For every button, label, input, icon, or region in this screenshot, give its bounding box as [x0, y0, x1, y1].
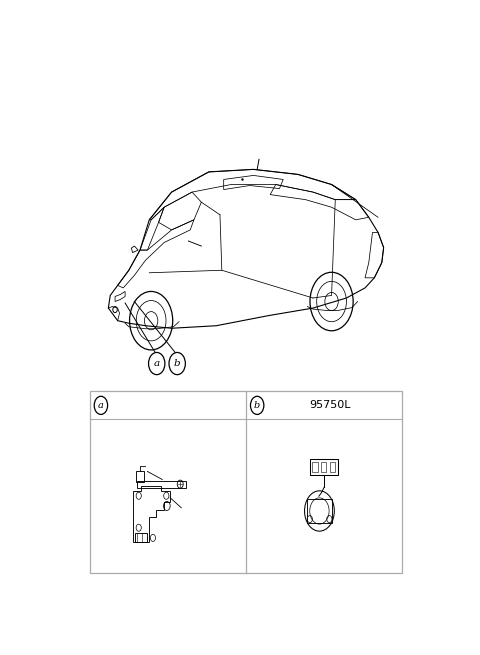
Circle shape — [94, 396, 108, 415]
Text: a: a — [98, 401, 104, 410]
Text: 95750L: 95750L — [309, 400, 350, 411]
Text: a: a — [154, 359, 160, 368]
Circle shape — [148, 352, 165, 375]
Circle shape — [169, 352, 185, 375]
Text: b: b — [254, 401, 260, 410]
Text: 95420N: 95420N — [147, 459, 186, 470]
Text: b: b — [174, 359, 180, 368]
Circle shape — [251, 396, 264, 415]
Text: 1339CC: 1339CC — [183, 510, 221, 520]
Bar — [90, 391, 402, 573]
